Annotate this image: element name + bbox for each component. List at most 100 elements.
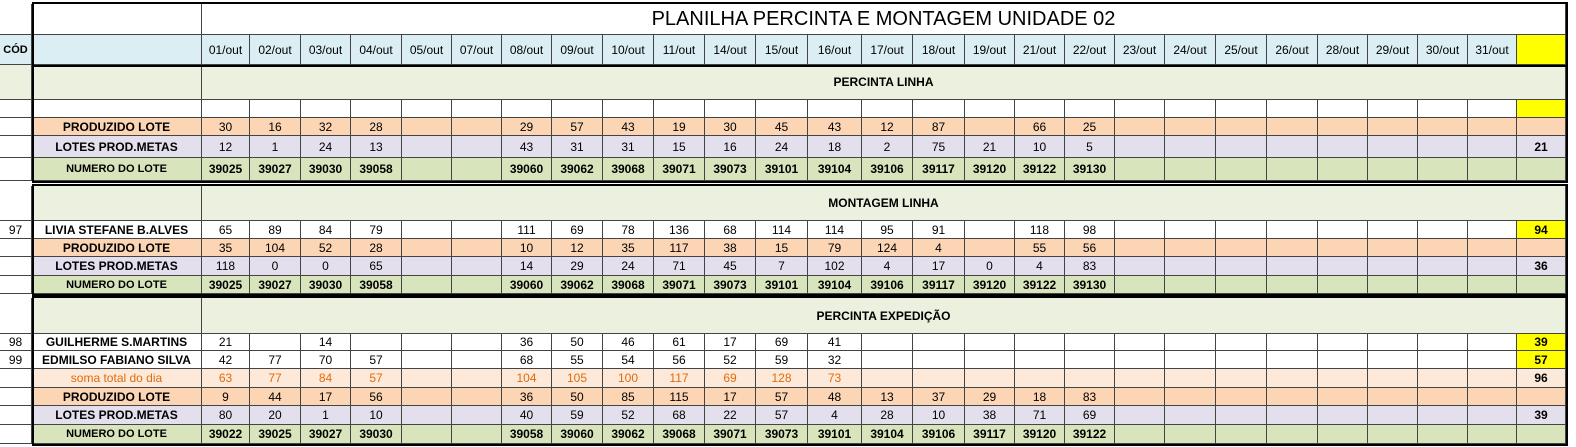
value-cell bbox=[1216, 276, 1267, 294]
value-cell: 69 bbox=[756, 334, 808, 351]
value-cell: 39130 bbox=[1065, 276, 1115, 294]
value-cell: 0 bbox=[250, 257, 301, 276]
value-cell bbox=[1368, 388, 1418, 406]
value-cell: 57 bbox=[756, 406, 808, 425]
value-cell: 32 bbox=[808, 351, 862, 369]
row-cod bbox=[0, 388, 32, 406]
value-cell bbox=[1115, 406, 1165, 425]
value-cell: 55 bbox=[552, 351, 603, 369]
value-cell: 21 bbox=[965, 136, 1015, 158]
value-cell bbox=[1115, 221, 1165, 239]
value-cell bbox=[1318, 276, 1368, 294]
value-cell bbox=[452, 100, 502, 118]
value-cell bbox=[705, 100, 756, 118]
value-cell bbox=[1115, 334, 1165, 351]
value-cell: 39104 bbox=[808, 276, 862, 294]
value-cell: 39117 bbox=[965, 425, 1015, 444]
value-cell: 104 bbox=[250, 239, 301, 257]
value-cell bbox=[1267, 388, 1318, 406]
value-cell: 70 bbox=[301, 351, 351, 369]
value-cell bbox=[1418, 276, 1468, 294]
value-cell bbox=[1267, 334, 1318, 351]
value-cell bbox=[402, 136, 452, 158]
value-cell: 10 bbox=[1015, 136, 1065, 158]
value-cell bbox=[452, 369, 502, 388]
section-title: PERCINTA LINHA bbox=[202, 65, 1566, 100]
row-label: EDMILSO FABIANO SILVA bbox=[32, 351, 202, 369]
value-cell bbox=[1368, 100, 1418, 118]
date-header: 24/out bbox=[1165, 35, 1216, 65]
value-cell bbox=[1216, 369, 1267, 388]
value-cell: 85 bbox=[603, 388, 654, 406]
value-cell: 42 bbox=[202, 351, 250, 369]
date-header: 16/out bbox=[808, 35, 862, 65]
value-cell: 52 bbox=[705, 351, 756, 369]
date-header: 15/out bbox=[756, 35, 808, 65]
value-cell bbox=[452, 406, 502, 425]
date-header: 11/out bbox=[654, 35, 705, 65]
date-header: 02/out bbox=[250, 35, 301, 65]
value-cell: 12 bbox=[552, 239, 603, 257]
value-cell: 55 bbox=[1015, 239, 1065, 257]
value-cell: 21 bbox=[1517, 136, 1566, 158]
value-cell: 91 bbox=[913, 221, 965, 239]
value-cell: 39122 bbox=[1015, 276, 1065, 294]
value-cell bbox=[1115, 425, 1165, 444]
value-cell bbox=[1517, 118, 1566, 136]
value-cell: 65 bbox=[202, 221, 250, 239]
value-cell: 39101 bbox=[756, 158, 808, 181]
value-cell: 111 bbox=[502, 221, 552, 239]
value-cell bbox=[913, 369, 965, 388]
value-cell bbox=[1115, 369, 1165, 388]
title: PLANILHA PERCINTA E MONTAGEM UNIDADE 02 bbox=[202, 4, 1566, 35]
value-cell bbox=[1368, 276, 1418, 294]
value-cell bbox=[1216, 158, 1267, 181]
value-cell: 69 bbox=[552, 221, 603, 239]
section-title: MONTAGEM LINHA bbox=[202, 186, 1566, 221]
value-cell: 30 bbox=[705, 118, 756, 136]
value-cell bbox=[1216, 388, 1267, 406]
value-cell: 56 bbox=[654, 351, 705, 369]
value-cell bbox=[1065, 100, 1115, 118]
value-cell: 45 bbox=[756, 118, 808, 136]
value-cell: 35 bbox=[202, 239, 250, 257]
value-cell: 39120 bbox=[965, 276, 1015, 294]
value-cell: 4 bbox=[913, 239, 965, 257]
value-cell bbox=[1165, 334, 1216, 351]
value-cell bbox=[965, 118, 1015, 136]
value-cell: 77 bbox=[250, 369, 301, 388]
value-cell bbox=[1115, 388, 1165, 406]
date-header: 07/out bbox=[452, 35, 502, 65]
value-cell: 18 bbox=[1015, 388, 1065, 406]
value-cell bbox=[452, 158, 502, 181]
value-cell bbox=[1115, 276, 1165, 294]
value-cell bbox=[402, 388, 452, 406]
value-cell bbox=[1165, 239, 1216, 257]
value-cell bbox=[1165, 158, 1216, 181]
value-cell bbox=[1318, 388, 1368, 406]
value-cell bbox=[1267, 136, 1318, 158]
value-cell: 39071 bbox=[654, 276, 705, 294]
value-cell bbox=[452, 388, 502, 406]
value-cell bbox=[1418, 257, 1468, 276]
value-cell: 71 bbox=[1015, 406, 1065, 425]
value-cell bbox=[1115, 136, 1165, 158]
value-cell bbox=[862, 334, 913, 351]
date-header: 30/out bbox=[1418, 35, 1468, 65]
value-cell: 105 bbox=[552, 369, 603, 388]
value-cell: 19 bbox=[654, 118, 705, 136]
row-cod bbox=[0, 100, 32, 118]
value-cell: 22 bbox=[705, 406, 756, 425]
value-cell bbox=[654, 100, 705, 118]
value-cell: 24 bbox=[756, 136, 808, 158]
value-cell bbox=[1015, 100, 1065, 118]
value-cell: 118 bbox=[202, 257, 250, 276]
value-cell: 36 bbox=[502, 388, 552, 406]
value-cell bbox=[1216, 118, 1267, 136]
row-cod bbox=[0, 118, 32, 136]
value-cell bbox=[402, 100, 452, 118]
value-cell bbox=[452, 257, 502, 276]
value-cell bbox=[1267, 257, 1318, 276]
date-header: 23/out bbox=[1115, 35, 1165, 65]
